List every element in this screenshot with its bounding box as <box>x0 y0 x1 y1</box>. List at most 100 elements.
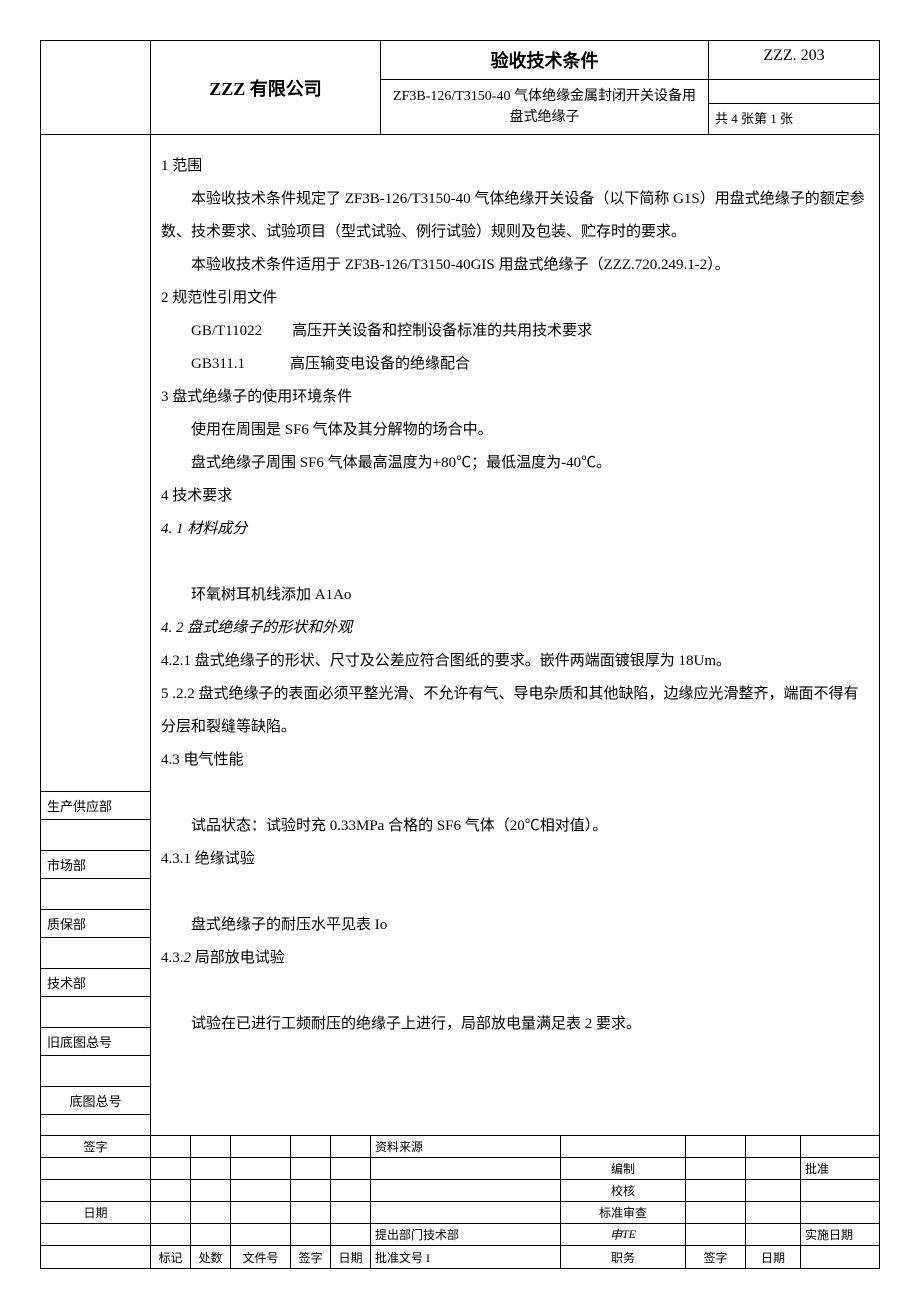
footer-cell <box>151 1180 191 1202</box>
section-4-2-1: 4.2.1 盘式绝缘子的形状、尺寸及公差应符合图纸的要求。嵌件两端面镀银厚为 1… <box>161 645 869 678</box>
section-4-1-p1: 环氧树耳机线添加 A1Ao <box>161 579 869 612</box>
footer-cell <box>801 1136 879 1158</box>
footer-cell <box>191 1180 231 1202</box>
footer-std-review-label: 标准审查 <box>561 1202 686 1224</box>
footer-dept-label: 提出部门技术部 <box>371 1224 561 1246</box>
footer-cell <box>686 1224 746 1246</box>
footer-cell <box>686 1136 746 1158</box>
section-4-title: 4 技术要求 <box>161 480 869 513</box>
footer-sign-label: 签字 <box>41 1136 151 1158</box>
footer-cell <box>191 1224 231 1246</box>
doc-title: 验收技术条件 <box>381 41 709 79</box>
footer-cell <box>331 1158 371 1180</box>
left-column: 生产供应部 市场部 质保部 技术部 旧底图总号 底图总号 <box>41 135 151 1135</box>
footer-cell <box>231 1180 291 1202</box>
footer-cell <box>331 1180 371 1202</box>
footer-cell <box>231 1158 291 1180</box>
footer-cell <box>151 1136 191 1158</box>
footer-cell <box>686 1158 746 1180</box>
company-name: ZZZ 有限公司 <box>151 41 381 134</box>
footer-mark-label: 标记 <box>151 1246 191 1268</box>
header-top-row: 验收技术条件 ZZZ. 203 <box>381 41 879 80</box>
header-page-blank <box>709 80 879 104</box>
footer-cell <box>291 1136 331 1158</box>
section-4-3-1-title: 4.3.1 绝缘试验 <box>161 843 869 876</box>
section-4-3-title: 4.3 电气性能 <box>161 744 869 777</box>
footer-sign3-label: 签字 <box>686 1246 746 1268</box>
footer-cell <box>371 1202 561 1224</box>
footer-cell <box>331 1202 371 1224</box>
footer-cell <box>291 1158 331 1180</box>
section-1-p2: 本验收技术条件适用于 ZF3B-126/T3150-40GIS 用盘式绝缘子（Z… <box>161 249 869 282</box>
content: 1 范围 本验收技术条件规定了 ZF3B-126/T3150-40 气体绝缘开关… <box>151 135 879 1135</box>
footer-row-4: 日期 标准审查 <box>41 1202 879 1224</box>
footer-check-label: 校核 <box>561 1180 686 1202</box>
footer-row-3: 校核 <box>41 1180 879 1202</box>
footer-cell <box>231 1202 291 1224</box>
footer-cell <box>291 1180 331 1202</box>
footer-approve-label: 批准 <box>801 1158 879 1180</box>
footer-cell <box>191 1136 231 1158</box>
footer-cell <box>746 1202 801 1224</box>
label-tech: 技术部 <box>41 968 150 997</box>
footer-fileno-label: 文件号 <box>231 1246 291 1268</box>
footer-impl-date-label: 实施日期 <box>801 1224 879 1246</box>
body: 生产供应部 市场部 质保部 技术部 旧底图总号 底图总号 1 范围 本验收技术条… <box>41 135 879 1135</box>
footer-cell <box>191 1158 231 1180</box>
label-supply: 生产供应部 <box>41 791 150 820</box>
label-quality: 质保部 <box>41 909 150 938</box>
header-page-area: 共 4 张第 1 张 <box>709 80 879 134</box>
footer-cell <box>686 1202 746 1224</box>
section-2-title: 2 规范性引用文件 <box>161 282 869 315</box>
footer: 签字 资料来源 编制 批准 <box>41 1135 879 1268</box>
footer-date2-label: 日期 <box>331 1246 371 1268</box>
footer-count-label: 处数 <box>191 1246 231 1268</box>
footer-cell <box>746 1136 801 1158</box>
section-1-p1: 本验收技术条件规定了 ZF3B-126/T3150-40 气体绝缘开关设备（以下… <box>161 183 869 249</box>
page-info: 共 4 张第 1 张 <box>709 104 879 135</box>
footer-cell <box>331 1136 371 1158</box>
footer-position-label: 职务 <box>561 1246 686 1268</box>
footer-date3-label: 日期 <box>746 1246 801 1268</box>
footer-cell <box>231 1224 291 1246</box>
footer-cell <box>151 1202 191 1224</box>
label-drawing: 底图总号 <box>41 1086 150 1115</box>
footer-cell <box>41 1224 151 1246</box>
footer-cell <box>41 1180 151 1202</box>
footer-row-6: 标记 处数 文件号 签字 日期 批准文号 I 职务 签字 日期 <box>41 1246 879 1268</box>
section-4-1-title: 4. 1 材料成分 <box>161 513 869 546</box>
footer-cell <box>231 1136 291 1158</box>
section-3-title: 3 盘式绝缘子的使用环境条件 <box>161 381 869 414</box>
section-4-2-title: 4. 2 盘式绝缘子的形状和外观 <box>161 612 869 645</box>
section-4-3-2-p1: 试验在已进行工频耐压的绝缘子上进行，局部放电量满足表 2 要求。 <box>161 1008 869 1041</box>
header-left-spacer <box>41 41 151 134</box>
footer-cell <box>331 1224 371 1246</box>
section-4-3-2-title: 4.3.2 局部放电试验 <box>161 942 869 975</box>
footer-date-label: 日期 <box>41 1202 151 1224</box>
footer-cell <box>291 1202 331 1224</box>
footer-cell <box>371 1180 561 1202</box>
header: ZZZ 有限公司 验收技术条件 ZZZ. 203 ZF3B-126/T3150-… <box>41 41 879 135</box>
doc-subtitle: ZF3B-126/T3150-40 气体绝缘金属封闭开关设备用盘式绝缘子 <box>381 80 709 134</box>
footer-cell <box>746 1224 801 1246</box>
section-4-3-p1: 试品状态：试验时充 0.33MPa 合格的 SF6 气体（20℃相对值）。 <box>161 810 869 843</box>
header-right: 验收技术条件 ZZZ. 203 ZF3B-126/T3150-40 气体绝缘金属… <box>381 41 879 134</box>
footer-approve-doc-label: 批准文号 I <box>371 1246 561 1268</box>
footer-cell <box>151 1158 191 1180</box>
footer-cell <box>746 1180 801 1202</box>
footer-cell <box>746 1158 801 1180</box>
footer-cell <box>191 1202 231 1224</box>
footer-sign2-label: 签字 <box>291 1246 331 1268</box>
footer-cell <box>371 1158 561 1180</box>
footer-row-1: 签字 资料来源 <box>41 1136 879 1158</box>
footer-row-5: 提出部门技术部 申 TE 实施日期 <box>41 1224 879 1246</box>
section-2-ref2: GB311.1 高压输变电设备的绝缘配合 <box>161 348 869 381</box>
footer-cell <box>291 1224 331 1246</box>
footer-cell <box>41 1246 151 1268</box>
left-spacer <box>41 135 150 791</box>
footer-compile-label: 编制 <box>561 1158 686 1180</box>
document-frame: ZZZ 有限公司 验收技术条件 ZZZ. 203 ZF3B-126/T3150-… <box>40 40 880 1269</box>
doc-code: ZZZ. 203 <box>709 41 879 79</box>
section-3-p2: 盘式绝缘子周围 SF6 气体最高温度为+80℃；最低温度为-40℃。 <box>161 447 869 480</box>
footer-row-2: 编制 批准 <box>41 1158 879 1180</box>
